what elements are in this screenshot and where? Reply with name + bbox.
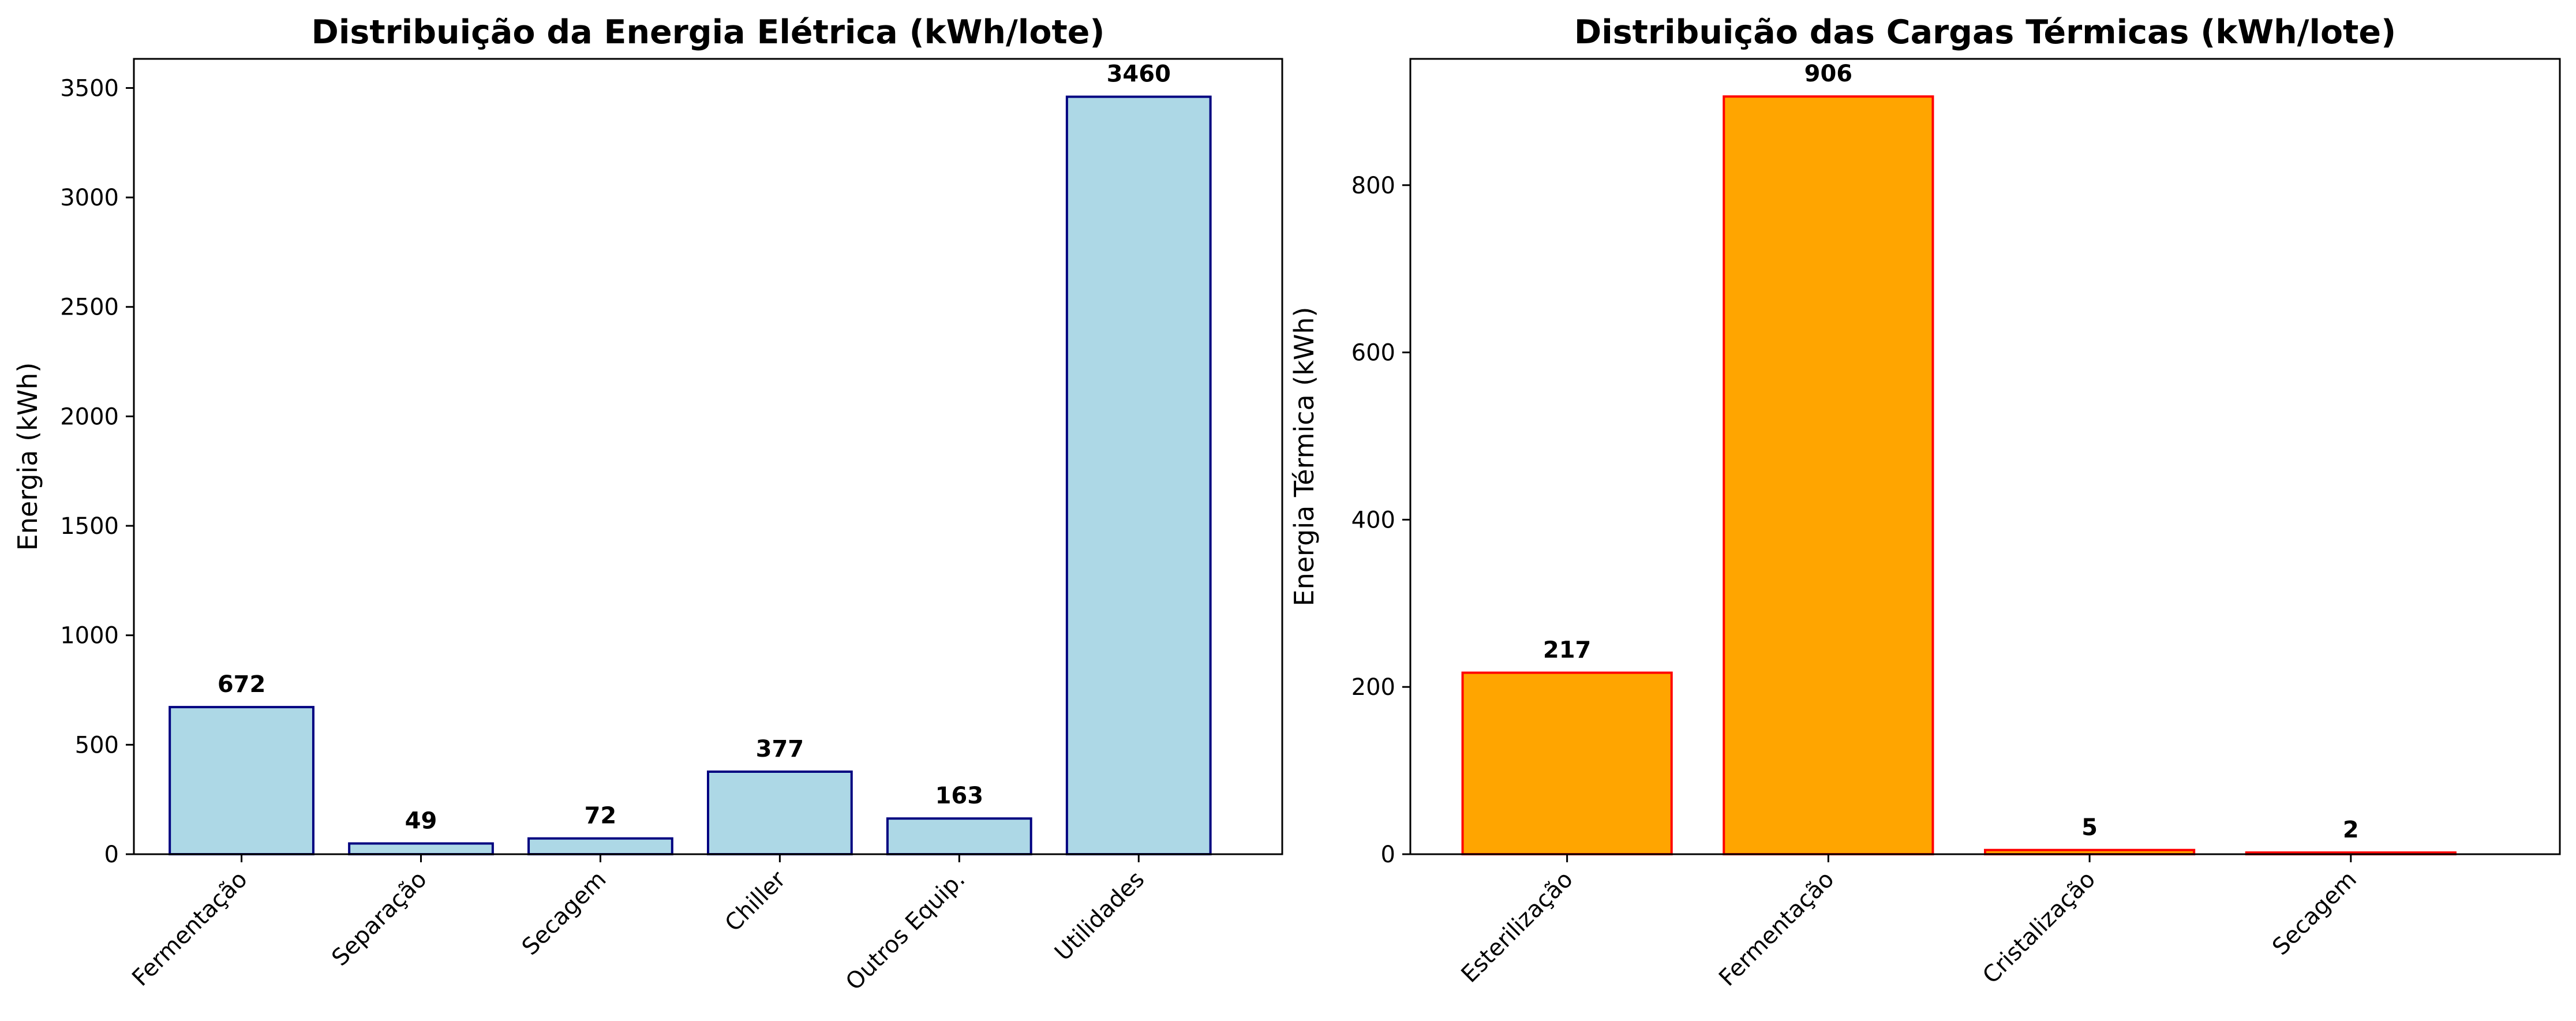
bar-value-label: 72 bbox=[585, 803, 617, 829]
y-tick-label: 3500 bbox=[60, 75, 119, 102]
y-tick-label: 500 bbox=[75, 732, 119, 758]
bar bbox=[1723, 95, 1934, 855]
y-tick-label: 3000 bbox=[60, 185, 119, 211]
plot-frame bbox=[133, 58, 1283, 855]
y-axis-label: Energia (kWh) bbox=[12, 362, 43, 551]
y-tick-label: 800 bbox=[1351, 173, 1395, 199]
y-tick-label: 2000 bbox=[60, 403, 119, 430]
bar bbox=[707, 771, 853, 855]
y-tick-label: 600 bbox=[1351, 340, 1395, 366]
bar-value-label: 377 bbox=[756, 736, 804, 762]
bar bbox=[1065, 95, 1212, 856]
thermal-load-chart: Distribuição das Cargas Térmicas (kWh/lo… bbox=[1289, 13, 2561, 992]
bar-value-label: 2 bbox=[2343, 817, 2359, 843]
bar bbox=[527, 837, 673, 855]
bar bbox=[1461, 671, 1673, 855]
plot-frame bbox=[1409, 58, 2561, 855]
bar bbox=[348, 842, 494, 856]
y-tick-label: 200 bbox=[1351, 674, 1395, 701]
y-tick-label: 2500 bbox=[60, 294, 119, 321]
bar-value-label: 3460 bbox=[1107, 61, 1171, 88]
bar-value-label: 5 bbox=[2081, 814, 2098, 841]
bar-value-label: 49 bbox=[405, 807, 437, 834]
bar-value-label: 163 bbox=[935, 783, 984, 809]
chart-title: Distribuição das Cargas Térmicas (kWh/lo… bbox=[1574, 13, 2396, 51]
y-tick-label: 1000 bbox=[60, 623, 119, 649]
y-tick-label: 1500 bbox=[60, 513, 119, 540]
y-axis-label: Energia Térmica (kWh) bbox=[1289, 307, 1320, 607]
bar-value-label: 217 bbox=[1543, 637, 1592, 664]
bar bbox=[886, 817, 1032, 855]
bar bbox=[169, 706, 314, 856]
chart-title: Distribuição da Energia Elétrica (kWh/lo… bbox=[312, 13, 1105, 51]
y-tick-label: 0 bbox=[104, 842, 119, 868]
y-tick-label: 400 bbox=[1351, 507, 1395, 533]
bar-value-label: 672 bbox=[218, 671, 266, 698]
y-tick-label: 0 bbox=[1381, 842, 1395, 868]
bar-value-label: 906 bbox=[1804, 61, 1853, 87]
